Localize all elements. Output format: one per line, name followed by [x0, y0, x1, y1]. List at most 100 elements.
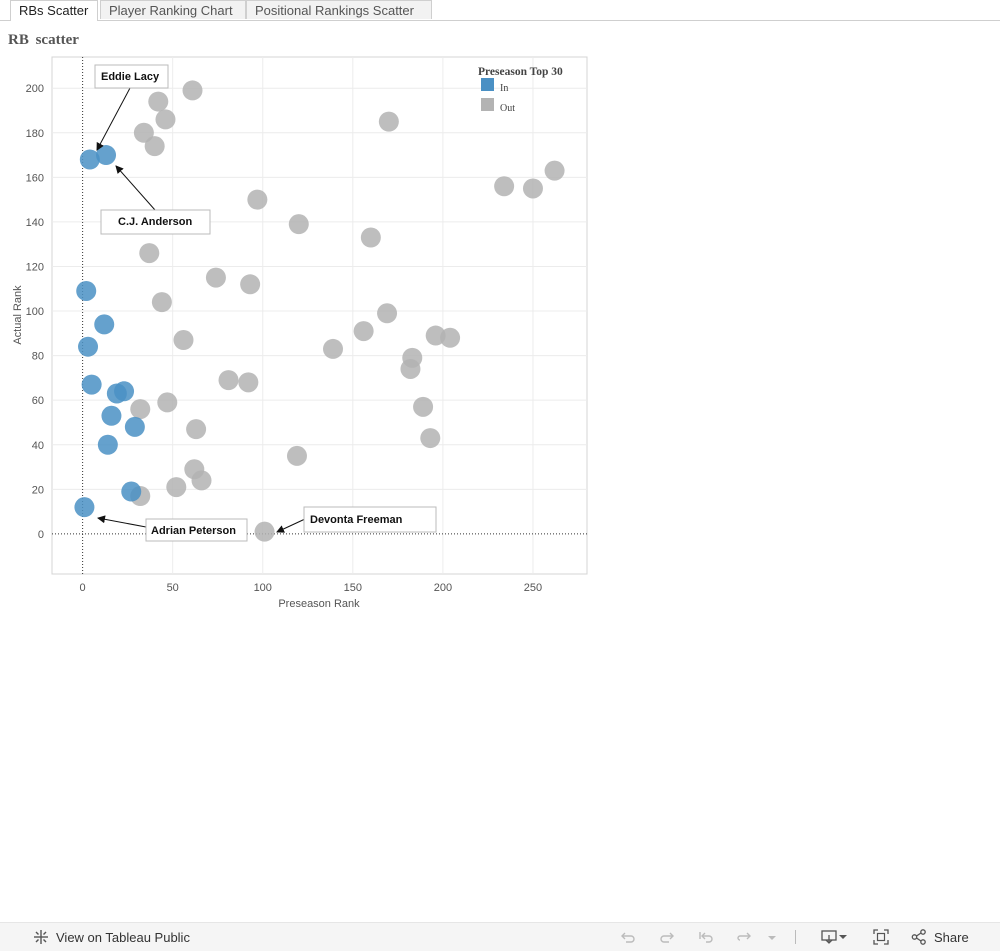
data-point-out[interactable] [247, 189, 268, 210]
data-point-out[interactable] [205, 267, 226, 288]
data-point-out[interactable] [353, 321, 374, 342]
annotation-box [303, 506, 437, 533]
data-point-out[interactable] [139, 243, 160, 264]
data-point-out[interactable] [144, 136, 165, 157]
data-point-in[interactable] [74, 497, 95, 518]
annotation-devonta-freeman: Devonta Freeman [276, 506, 437, 533]
legend-title: Preseason Top 30 [478, 66, 563, 78]
y-tick-label: 40 [32, 440, 44, 452]
data-point-in[interactable] [79, 149, 100, 170]
data-point-out[interactable] [151, 292, 172, 313]
y-tick-label: 80 [32, 351, 44, 363]
annotation-arrow [96, 87, 131, 151]
sheet-tab-bar: RBs Scatter Player Ranking Chart Positio… [0, 0, 1000, 21]
chevron-down-icon [839, 935, 847, 939]
view-on-tableau-public-link[interactable]: View on Tableau Public [32, 923, 190, 951]
data-point-in[interactable] [114, 381, 135, 402]
data-point-out[interactable] [377, 303, 398, 324]
data-point-out[interactable] [522, 178, 543, 199]
revert-button[interactable] [697, 923, 715, 951]
pause-dropdown-button[interactable] [763, 923, 781, 951]
annotation-label: C.J. Anderson [118, 216, 192, 228]
data-point-out[interactable] [166, 477, 187, 498]
data-point-out[interactable] [218, 370, 239, 391]
data-point-out[interactable] [420, 428, 441, 449]
data-point-in[interactable] [81, 374, 102, 395]
refresh-button[interactable] [735, 923, 753, 951]
view-on-tableau-public-label: View on Tableau Public [56, 929, 190, 945]
tab-player-ranking-chart[interactable]: Player Ranking Chart [100, 0, 246, 19]
data-point-out[interactable] [182, 80, 203, 101]
data-point-out[interactable] [360, 227, 381, 248]
tab-positional-rankings-scatter[interactable]: Positional Rankings Scatter [246, 0, 432, 19]
y-tick-label: 0 [38, 529, 44, 541]
undo-icon [621, 932, 635, 943]
undo-button[interactable] [619, 923, 637, 951]
data-point-out[interactable] [173, 330, 194, 351]
data-point-in[interactable] [101, 405, 122, 426]
x-tick-label: 100 [254, 582, 272, 594]
annotation-label: Adrian Peterson [151, 525, 236, 537]
x-tick-label: 50 [167, 582, 179, 594]
data-point-out[interactable] [400, 358, 421, 379]
x-tick-label: 200 [434, 582, 452, 594]
data-point-out[interactable] [157, 392, 178, 413]
x-tick-label: 150 [344, 582, 362, 594]
share-button[interactable]: Share [910, 923, 969, 951]
legend-swatch-out [481, 98, 494, 111]
sheet-title: RB scatter [8, 32, 79, 48]
data-point-in[interactable] [76, 280, 97, 301]
data-point-in[interactable] [124, 416, 145, 437]
refresh-icon [737, 932, 751, 941]
data-point-out[interactable] [155, 109, 176, 130]
data-point-out[interactable] [133, 122, 154, 143]
share-icon [911, 929, 926, 945]
x-axis-title: Preseason Rank [278, 598, 360, 610]
download-button[interactable] [820, 923, 848, 951]
data-point-out[interactable] [323, 338, 344, 359]
annotation-box [94, 64, 169, 89]
y-tick-label: 160 [26, 172, 44, 184]
data-point-in[interactable] [94, 314, 115, 335]
data-point-in[interactable] [97, 434, 118, 455]
download-icon [821, 930, 837, 944]
data-point-out[interactable] [413, 396, 434, 417]
data-point-out[interactable] [544, 160, 565, 181]
y-tick-label: 180 [26, 128, 44, 140]
toolbar-divider [795, 930, 796, 944]
fullscreen-button[interactable] [872, 923, 890, 951]
scatter-chart[interactable]: 0 20 40 60 80 100 120 140 160 180 200 0 50 100 150 200… [0, 0, 1000, 620]
data-point-in[interactable] [78, 336, 99, 357]
data-point-out[interactable] [286, 445, 307, 466]
data-point-out[interactable] [186, 419, 207, 440]
annotation-cj-anderson: C.J. Anderson [100, 165, 211, 235]
redo-icon [660, 932, 674, 943]
x-tick-label: 0 [80, 582, 86, 594]
annotation-box [100, 209, 211, 235]
data-point-in[interactable] [96, 145, 117, 166]
annotation-label: Devonta Freeman [310, 514, 403, 526]
data-point-out[interactable] [240, 274, 261, 295]
y-tick-label: 200 [26, 83, 44, 95]
legend-label-out: Out [500, 103, 515, 114]
share-label: Share [934, 929, 969, 945]
redo-button[interactable] [658, 923, 676, 951]
tab-rbs-scatter[interactable]: RBs Scatter [10, 0, 98, 21]
data-point-out[interactable] [378, 111, 399, 132]
data-point-out[interactable] [288, 214, 309, 235]
data-point-out[interactable] [440, 327, 461, 348]
legend-label-in: In [500, 83, 508, 94]
bottom-toolbar: View on Tableau Public [0, 922, 1000, 951]
data-point-out[interactable] [130, 399, 151, 420]
data-point-out[interactable] [148, 91, 169, 112]
y-axis-title: Actual Rank [12, 285, 24, 345]
data-point-out[interactable] [494, 176, 515, 197]
revert-icon [699, 932, 713, 943]
data-point-out[interactable] [191, 470, 212, 491]
legend[interactable]: Preseason Top 30 In Out [478, 66, 563, 114]
annotation-arrow [115, 165, 156, 211]
data-point-out[interactable] [238, 372, 259, 393]
data-point-out[interactable] [254, 521, 275, 542]
data-point-in[interactable] [121, 481, 142, 502]
data-points[interactable] [74, 80, 565, 542]
